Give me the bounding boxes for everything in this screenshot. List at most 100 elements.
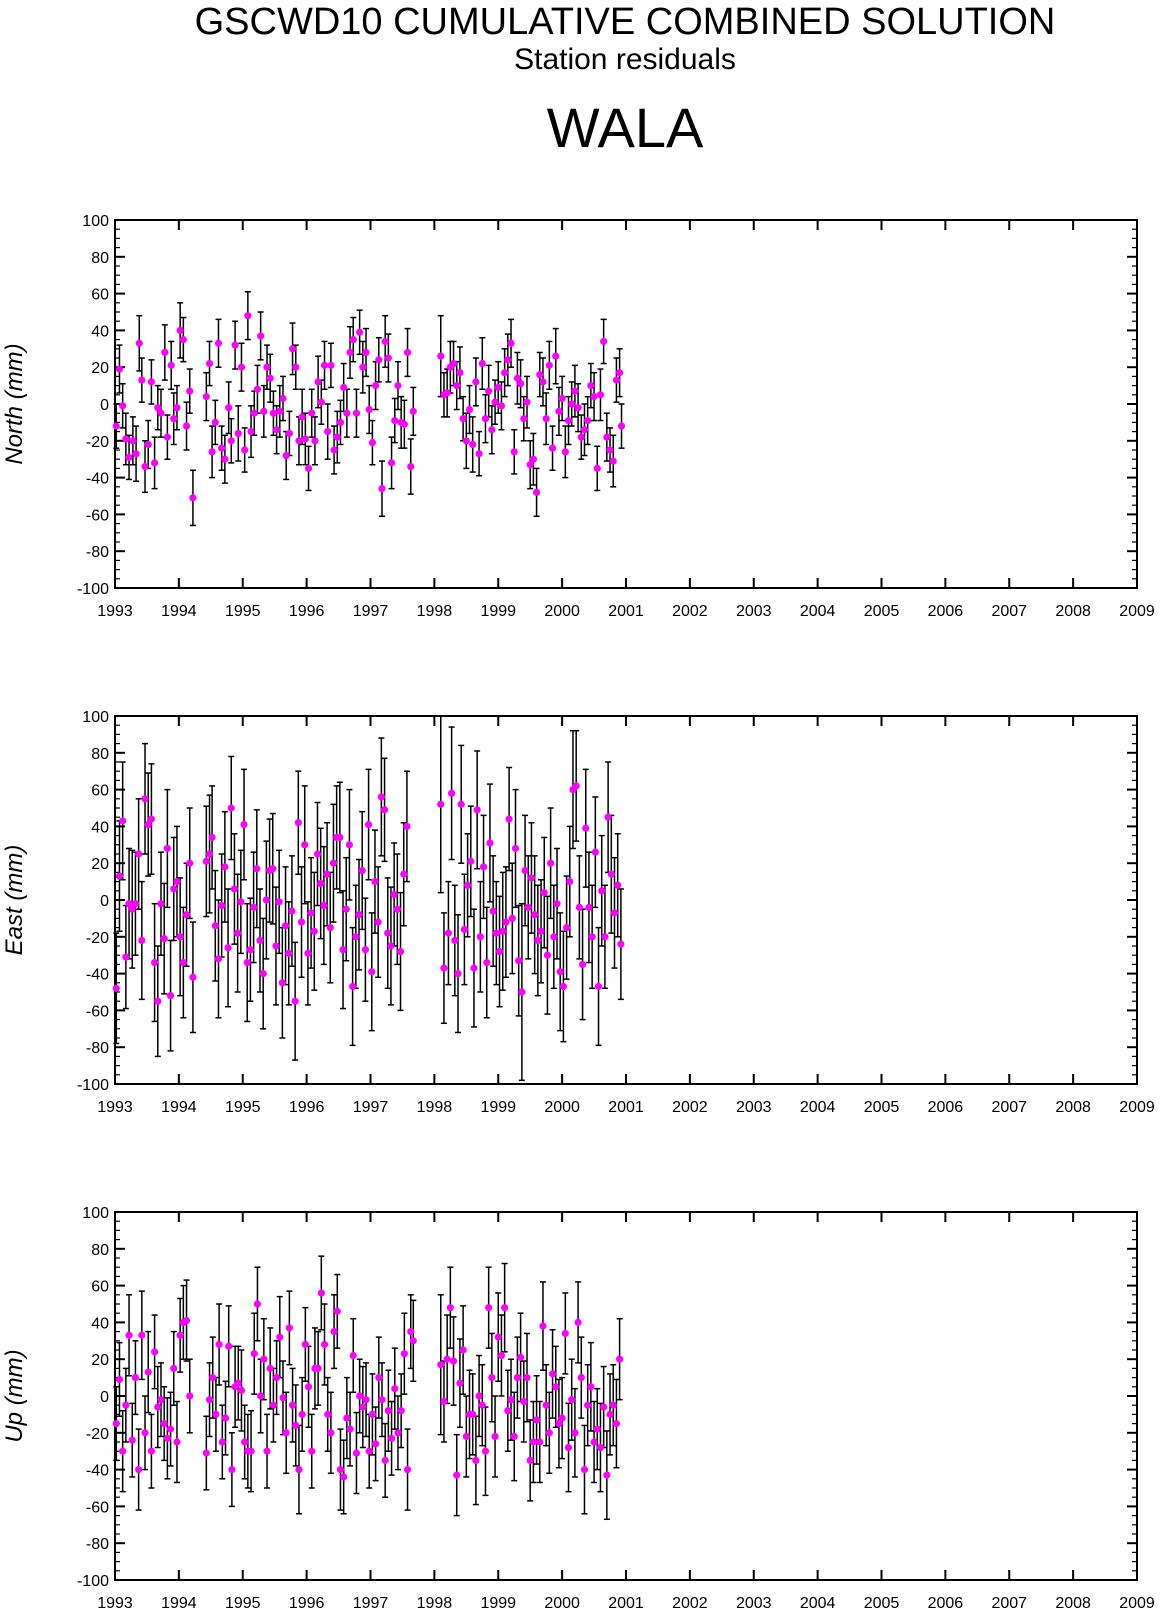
x-tick-label: 2007: [991, 1595, 1027, 1612]
data-point: [476, 933, 484, 941]
data-point: [456, 369, 464, 377]
x-tick-label: 2009: [1119, 603, 1155, 620]
data-point: [394, 382, 402, 390]
data-point: [342, 905, 350, 913]
data-point: [517, 380, 525, 388]
data-point: [112, 984, 120, 992]
data-point: [170, 1364, 178, 1372]
data-point: [475, 450, 483, 458]
data-point: [479, 863, 488, 871]
data-point: [523, 1374, 531, 1382]
data-point: [497, 1351, 506, 1360]
data-point: [606, 446, 614, 454]
data-point: [564, 1443, 573, 1452]
data-point: [547, 859, 555, 867]
x-tick-label: 2006: [928, 603, 964, 620]
data-point: [364, 820, 373, 829]
data-point: [390, 890, 398, 899]
data-point: [247, 1447, 255, 1455]
data-point: [301, 841, 309, 849]
data-point: [179, 336, 187, 344]
data-point: [513, 374, 522, 382]
data-point: [495, 947, 504, 956]
data-point: [536, 1438, 544, 1446]
data-point: [330, 1328, 338, 1336]
y-tick-label: 20: [91, 360, 109, 377]
data-point: [617, 940, 625, 948]
data-point: [459, 415, 467, 423]
data-point: [304, 949, 312, 957]
data-point: [556, 968, 564, 976]
x-tick-label: 2002: [672, 1595, 708, 1612]
data-point: [257, 1392, 265, 1400]
data-point: [205, 850, 214, 858]
x-tick-label: 1993: [97, 603, 133, 620]
data-point: [524, 903, 532, 911]
data-point: [205, 1396, 214, 1404]
data-point: [529, 1438, 537, 1446]
data-point: [182, 422, 191, 430]
y-axis-title: East (mm): [1, 845, 28, 956]
data-point: [163, 433, 171, 441]
data-point: [358, 866, 366, 875]
data-point: [485, 387, 493, 395]
x-tick-label: 2000: [544, 1595, 580, 1612]
x-tick-label: 1999: [480, 1099, 516, 1116]
x-tick-label: 1998: [417, 1595, 453, 1612]
data-point: [584, 1401, 592, 1409]
data-point: [387, 459, 396, 467]
data-point: [558, 394, 566, 403]
data-point: [459, 1346, 467, 1354]
data-point: [372, 1440, 380, 1448]
x-tick-label: 2004: [800, 603, 836, 620]
data-point: [612, 1420, 621, 1428]
data-point: [349, 1351, 357, 1360]
data-point: [247, 428, 255, 436]
data-point: [400, 1350, 408, 1358]
data-point: [400, 870, 408, 878]
data-point: [488, 1374, 496, 1382]
data-point: [542, 1401, 550, 1409]
data-point: [469, 440, 477, 449]
data-point: [511, 844, 520, 853]
data-point: [617, 422, 626, 430]
data-point: [285, 429, 293, 438]
data-point: [368, 1410, 377, 1418]
y-tick-label: 0: [100, 397, 109, 414]
data-point: [397, 1407, 405, 1415]
data-point: [112, 1420, 120, 1428]
data-point: [375, 356, 383, 364]
data-point: [507, 1396, 515, 1404]
data-point: [298, 413, 306, 421]
data-point: [593, 1425, 601, 1433]
data-point: [443, 1355, 451, 1363]
data-point: [396, 947, 405, 956]
data-point: [465, 405, 474, 414]
data-point: [400, 420, 408, 428]
data-point: [460, 925, 468, 934]
x-tick-label: 1997: [353, 1595, 389, 1612]
data-point: [501, 1304, 509, 1312]
data-point: [340, 383, 348, 392]
data-point: [467, 857, 475, 865]
data-point: [587, 382, 595, 390]
data-point: [151, 459, 159, 467]
data-point: [561, 448, 569, 456]
data-point: [135, 339, 143, 347]
data-point: [122, 1401, 130, 1409]
data-point: [504, 1407, 512, 1415]
data-point: [539, 1322, 547, 1330]
data-point: [308, 1447, 316, 1455]
data-point: [115, 872, 124, 880]
data-point: [327, 1429, 335, 1437]
data-point: [182, 1316, 191, 1325]
data-point: [173, 878, 181, 886]
data-point: [237, 363, 246, 371]
data-point: [462, 1432, 470, 1441]
data-point: [521, 866, 529, 875]
data-point: [221, 1414, 230, 1422]
data-point: [343, 409, 351, 417]
data-point: [374, 918, 382, 926]
data-point: [440, 964, 448, 972]
data-point: [211, 418, 219, 426]
